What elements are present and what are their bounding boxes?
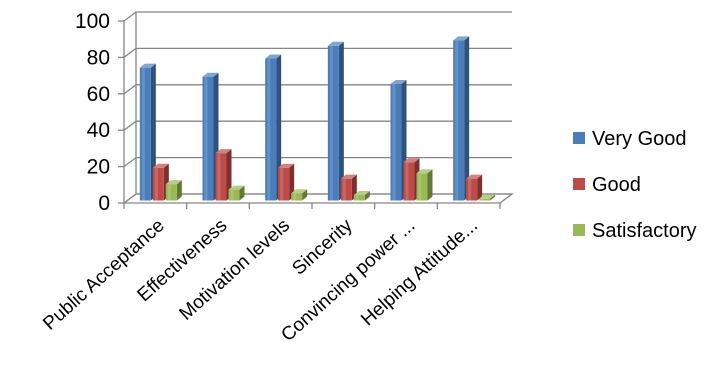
bar-satisfactory — [353, 191, 370, 201]
y-tick-label: 40 — [87, 119, 110, 142]
legend-swatch — [573, 178, 585, 190]
y-tick-label: 60 — [87, 83, 110, 106]
y-tick-label: 100 — [75, 10, 110, 33]
x-axis-category-labels: Public AcceptanceEffectivenessMotivation… — [39, 215, 482, 346]
y-axis-tick-labels: 0 20 40 60 80 100 — [75, 10, 110, 215]
axes — [118, 12, 514, 209]
legend: Very Good Good Satisfactory — [573, 128, 696, 242]
bar-good — [278, 163, 295, 201]
bar-satisfactory — [291, 189, 308, 201]
x-category-label: Helping Attitude... — [357, 215, 482, 330]
bar-satisfactory — [416, 169, 433, 201]
bar-very-good — [139, 63, 156, 201]
y-tick-label: 20 — [87, 156, 110, 179]
gridline — [123, 11, 512, 22]
legend-label: Satisfactory — [592, 220, 696, 242]
bar-good — [466, 174, 483, 201]
y-tick-label: 80 — [87, 46, 110, 69]
y-tick-label: 0 — [98, 192, 110, 215]
bar-very-good — [327, 41, 344, 201]
legend-label: Good — [592, 174, 641, 196]
bar-very-good — [265, 54, 282, 201]
x-category-label: Motivation levels — [176, 215, 294, 325]
legend-swatch — [573, 224, 585, 236]
legend-swatch — [573, 132, 585, 144]
bar-satisfactory — [479, 194, 496, 201]
bars — [139, 36, 496, 201]
bar-very-good — [453, 36, 470, 201]
bar-satisfactory — [228, 185, 245, 201]
legend-label: Very Good — [592, 128, 687, 150]
x-category-label: Public Acceptance — [39, 215, 168, 334]
bar-satisfactory — [165, 180, 182, 201]
bar-good — [215, 149, 232, 201]
